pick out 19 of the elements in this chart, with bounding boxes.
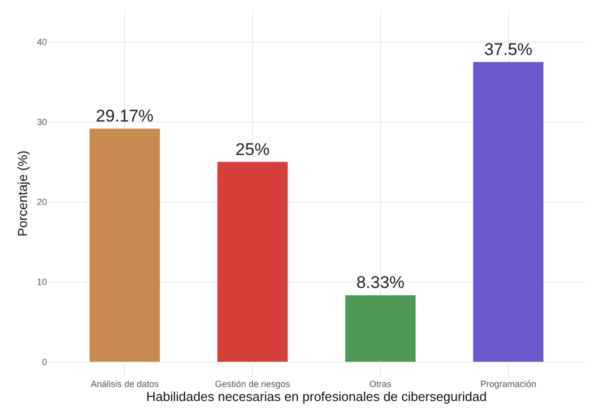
x-tick-label: Otras <box>369 379 392 389</box>
data-label: 29.17% <box>96 106 154 126</box>
y-tick-label: 10 <box>36 277 47 287</box>
bar <box>473 62 544 362</box>
y-tick-label: 20 <box>36 197 47 208</box>
y-tick-label: 40 <box>36 37 47 48</box>
y-tick-label: 0 <box>42 356 47 367</box>
x-axis-title: Habilidades necesarias en profesionales de ciberseguridad <box>146 389 487 404</box>
y-axis-title: Porcentaje (%) <box>14 150 30 236</box>
x-tick-label: Programación <box>480 379 536 389</box>
data-label: 37.5% <box>484 40 532 59</box>
data-label: 8.33% <box>356 273 405 292</box>
x-tick-label: Análisis de datos <box>90 379 160 389</box>
y-tick-label: 30 <box>36 117 47 128</box>
x-tick-label: Gestión de riesgos <box>215 379 291 389</box>
bar <box>345 295 416 362</box>
bar <box>217 162 288 362</box>
bar <box>90 128 160 362</box>
data-label: 25% <box>236 140 270 159</box>
